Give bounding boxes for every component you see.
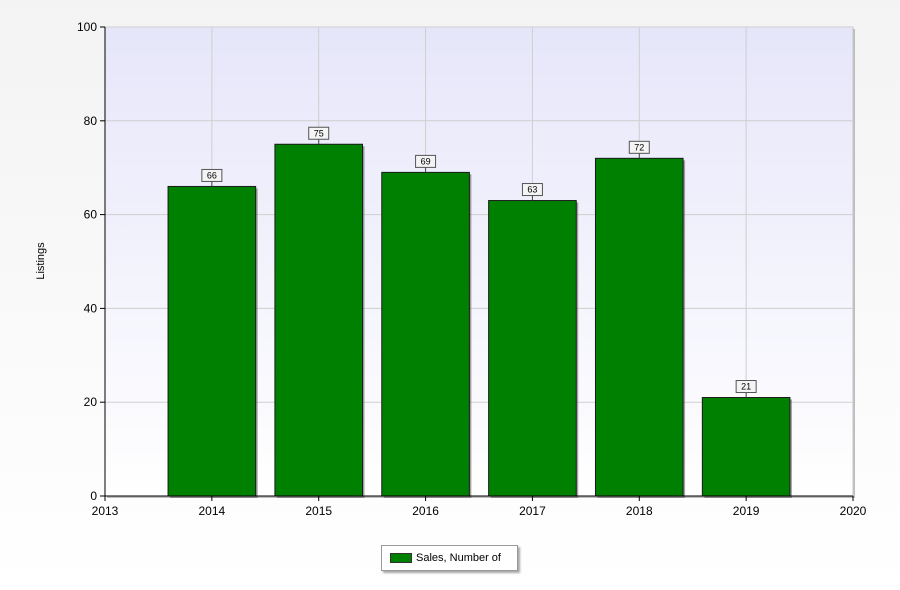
data-label-2015: 75 — [314, 128, 324, 138]
y-tick-label: 40 — [84, 301, 98, 315]
data-label-box — [308, 126, 330, 140]
x-tick-label: 2013 — [92, 504, 119, 518]
data-label-box — [628, 140, 650, 154]
x-tick-label: 2014 — [199, 504, 226, 518]
legend: Sales, Number of — [381, 545, 518, 571]
x-tick-label: 2016 — [412, 504, 439, 518]
bar-2019 — [701, 397, 791, 497]
data-label-2016: 69 — [421, 156, 431, 166]
data-label-box — [201, 168, 223, 182]
data-label-2019: 21 — [741, 382, 751, 392]
x-tick-label: 2015 — [305, 504, 332, 518]
data-label-2018: 72 — [634, 142, 644, 152]
bar-2017 — [488, 200, 577, 497]
bar-2018 — [594, 157, 684, 497]
bar-2016 — [381, 171, 470, 497]
x-tick-label: 2020 — [840, 504, 867, 518]
y-axis-title: Listings — [35, 242, 47, 280]
y-tick-label: 20 — [84, 395, 98, 409]
x-tick-label: 2018 — [626, 504, 653, 518]
bar-2015 — [274, 143, 364, 497]
x-tick-label: 2017 — [519, 504, 546, 518]
y-tick-label: 0 — [90, 489, 97, 503]
x-tick-label: 2019 — [733, 504, 760, 518]
data-label-box — [415, 154, 437, 168]
y-tick-label: 80 — [84, 114, 98, 128]
data-label-2014: 66 — [207, 170, 217, 180]
y-tick-label: 100 — [77, 20, 97, 34]
legend-label: Sales, Number of — [416, 552, 501, 564]
y-tick-label: 60 — [84, 208, 98, 222]
data-label-2017: 63 — [527, 185, 537, 195]
legend-swatch — [390, 553, 412, 563]
data-label-box — [521, 183, 543, 197]
bar-2014 — [167, 185, 257, 497]
data-label-box — [735, 380, 757, 394]
